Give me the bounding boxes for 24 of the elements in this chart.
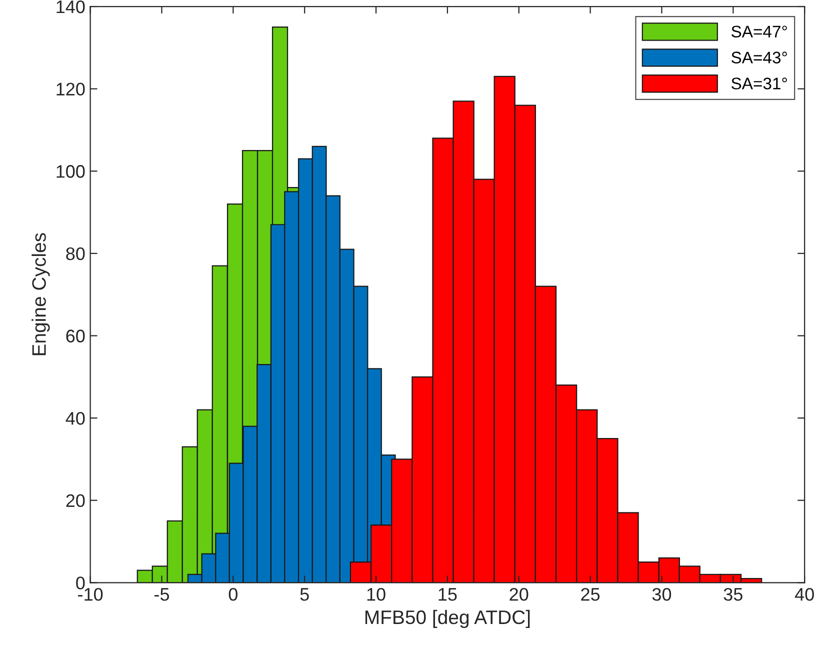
y-tick-label: 20 xyxy=(66,494,85,508)
y-tick-label: 120 xyxy=(56,82,85,96)
x-tick-label: -10 xyxy=(78,588,103,601)
y-tick-label: 100 xyxy=(56,165,85,178)
y-tick-label: 80 xyxy=(66,247,85,260)
x-axis-title: MFB50 [deg ATDC] xyxy=(365,610,530,628)
y-tick-label: 140 xyxy=(56,0,85,14)
x-tick-label: 40 xyxy=(794,588,814,601)
y-tick-label: 0 xyxy=(76,576,85,590)
x-tick-label: 30 xyxy=(652,588,672,601)
x-tick-label: 25 xyxy=(581,588,600,601)
x-tick-label: -5 xyxy=(154,588,170,601)
x-tick-label: 15 xyxy=(438,588,457,601)
y-tick-label: 40 xyxy=(66,412,85,425)
legend-label: SA=47° xyxy=(732,26,787,38)
y-axis-title: Engine Cycles xyxy=(32,233,50,356)
x-tick-label: 20 xyxy=(510,588,528,601)
legend-label: SA=43° xyxy=(732,52,787,64)
y-tick-label: 60 xyxy=(66,330,85,342)
legend-label: SA=31° xyxy=(732,78,787,90)
x-tick-label: 35 xyxy=(724,588,742,601)
x-tick-label: 10 xyxy=(367,588,386,601)
x-tick-label: 0 xyxy=(228,588,238,601)
x-tick-label: 5 xyxy=(300,588,309,601)
